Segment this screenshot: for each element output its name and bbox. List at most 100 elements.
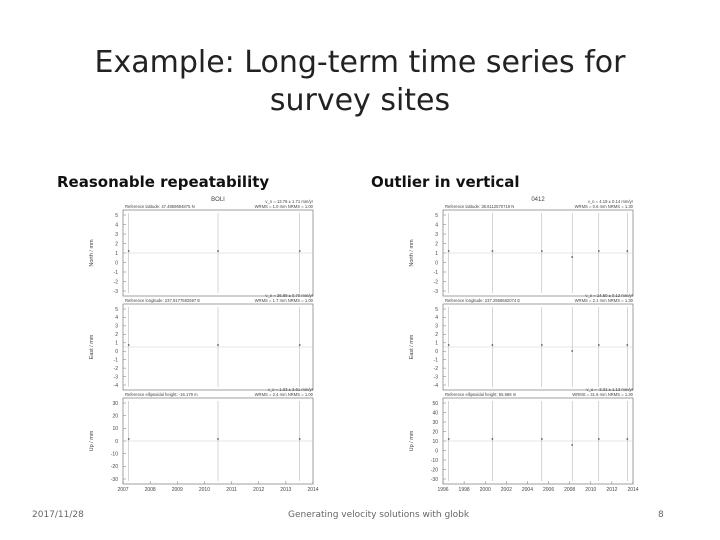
slide-title: Example: Long-term time series for surve… bbox=[60, 44, 660, 120]
y-tick-label: 2 bbox=[435, 332, 438, 338]
y-tick-label: 50 bbox=[432, 401, 438, 407]
data-point bbox=[299, 344, 301, 346]
y-axis-label: East / mm bbox=[409, 334, 415, 359]
x-tick-label: 2009 bbox=[172, 487, 183, 493]
x-tick-label: 2014 bbox=[627, 487, 638, 493]
y-tick-label: 2 bbox=[435, 241, 438, 247]
site-name: BOLI bbox=[211, 197, 225, 203]
data-point bbox=[448, 344, 450, 346]
y-tick-label: 3 bbox=[115, 232, 118, 238]
y-tick-label: 20 bbox=[432, 429, 438, 435]
right-figure-label: Outlier in vertical bbox=[371, 173, 520, 191]
stats-label: WRMS = 1.0 mm NRMS = 1.00 bbox=[255, 204, 314, 209]
data-point bbox=[626, 250, 628, 252]
y-tick-label: -4 bbox=[114, 383, 119, 389]
y-tick-label: 0 bbox=[115, 439, 118, 445]
x-tick-label: 2010 bbox=[199, 487, 210, 493]
data-point bbox=[128, 344, 130, 346]
y-tick-label: 2 bbox=[115, 332, 118, 338]
y-tick-label: 1 bbox=[115, 341, 118, 347]
y-axis-label: North / mm bbox=[409, 239, 415, 267]
y-tick-label: 0 bbox=[115, 349, 118, 355]
x-tick-label: 2000 bbox=[480, 487, 491, 493]
reference-label: Reference ellipsoidal height: 55.688 m bbox=[445, 392, 517, 397]
y-tick-label: -4 bbox=[434, 383, 439, 389]
y-tick-label: -3 bbox=[434, 374, 439, 380]
y-tick-label: -30 bbox=[111, 477, 118, 483]
data-point bbox=[128, 250, 130, 252]
y-tick-label: -2 bbox=[434, 279, 439, 285]
x-tick-label: 2012 bbox=[606, 487, 617, 493]
data-point bbox=[598, 344, 600, 346]
y-tick-label: 0 bbox=[435, 260, 438, 266]
y-tick-label: 5 bbox=[115, 307, 118, 313]
y-tick-label: 3 bbox=[435, 324, 438, 330]
stats-label: WRMS = 0.6 mm NRMS = 1.30 bbox=[575, 204, 634, 209]
x-tick-label: 2011 bbox=[226, 487, 237, 493]
reference-label: Reference ellipsoidal height: -16.179 m bbox=[125, 392, 198, 397]
y-tick-label: 0 bbox=[115, 260, 118, 266]
x-tick-label: 2014 bbox=[307, 487, 318, 493]
y-tick-label: -2 bbox=[434, 366, 439, 372]
y-tick-label: -3 bbox=[434, 289, 439, 295]
reference-label: Reference longitude: 237.9177582697 E bbox=[125, 298, 200, 303]
data-point bbox=[571, 350, 573, 352]
y-tick-label: 40 bbox=[432, 410, 438, 416]
data-point bbox=[448, 438, 450, 440]
y-tick-label: 3 bbox=[115, 324, 118, 330]
y-tick-label: 5 bbox=[435, 213, 438, 219]
y-tick-label: 5 bbox=[115, 213, 118, 219]
y-axis-label: North / mm bbox=[89, 239, 95, 267]
data-point bbox=[128, 438, 130, 440]
y-tick-label: 4 bbox=[435, 222, 438, 228]
y-tick-label: -1 bbox=[434, 357, 439, 363]
x-tick-label: 2008 bbox=[145, 487, 156, 493]
data-point bbox=[492, 344, 494, 346]
y-tick-label: -1 bbox=[114, 357, 119, 363]
y-tick-label: -2 bbox=[114, 366, 119, 372]
x-tick-label: 1998 bbox=[459, 487, 470, 493]
y-tick-label: -20 bbox=[111, 464, 118, 470]
x-tick-label: 2010 bbox=[585, 487, 596, 493]
y-tick-label: -3 bbox=[114, 289, 119, 295]
x-tick-label: 2013 bbox=[280, 487, 291, 493]
footer-date: 2017/11/28 bbox=[32, 510, 84, 520]
data-point bbox=[571, 256, 573, 258]
footer-center-text: Generating velocity solutions with globk bbox=[288, 510, 469, 520]
data-point bbox=[598, 250, 600, 252]
y-tick-label: 0 bbox=[435, 349, 438, 355]
data-point bbox=[626, 344, 628, 346]
data-point bbox=[626, 438, 628, 440]
data-point bbox=[299, 438, 301, 440]
stats-label: WRMS = 31.6 mm NRMS = 1.30 bbox=[572, 392, 633, 397]
data-point bbox=[299, 250, 301, 252]
stats-label: WRMS = 2.4 mm NRMS = 1.00 bbox=[255, 392, 314, 397]
stats-label: WRMS = 2.1 mm NRMS = 1.30 bbox=[575, 298, 634, 303]
data-point bbox=[217, 438, 219, 440]
page-number: 8 bbox=[658, 510, 664, 520]
data-point bbox=[217, 250, 219, 252]
y-tick-label: -30 bbox=[431, 477, 438, 483]
y-tick-label: 20 bbox=[112, 413, 118, 419]
y-tick-label: -10 bbox=[111, 451, 118, 457]
y-tick-label: 1 bbox=[435, 251, 438, 257]
x-tick-label: 2004 bbox=[522, 487, 533, 493]
time-series-svg-left: BOLI Reference latitude: 47.4869694875 N v… bbox=[85, 194, 321, 494]
y-tick-label: 1 bbox=[115, 251, 118, 257]
y-axis-label: East / mm bbox=[89, 334, 95, 359]
y-tick-label: 1 bbox=[435, 341, 438, 347]
y-tick-label: -2 bbox=[114, 279, 119, 285]
data-point bbox=[598, 438, 600, 440]
y-tick-label: -10 bbox=[431, 458, 438, 464]
data-point bbox=[448, 250, 450, 252]
data-point bbox=[541, 250, 543, 252]
y-tick-label: 5 bbox=[435, 307, 438, 313]
y-tick-label: 4 bbox=[115, 222, 118, 228]
y-tick-label: 0 bbox=[435, 448, 438, 454]
reference-label: Reference latitude: 38.6112570719 N bbox=[445, 204, 514, 209]
y-tick-label: 2 bbox=[115, 241, 118, 247]
y-tick-label: 10 bbox=[112, 426, 118, 432]
x-tick-label: 2002 bbox=[501, 487, 512, 493]
